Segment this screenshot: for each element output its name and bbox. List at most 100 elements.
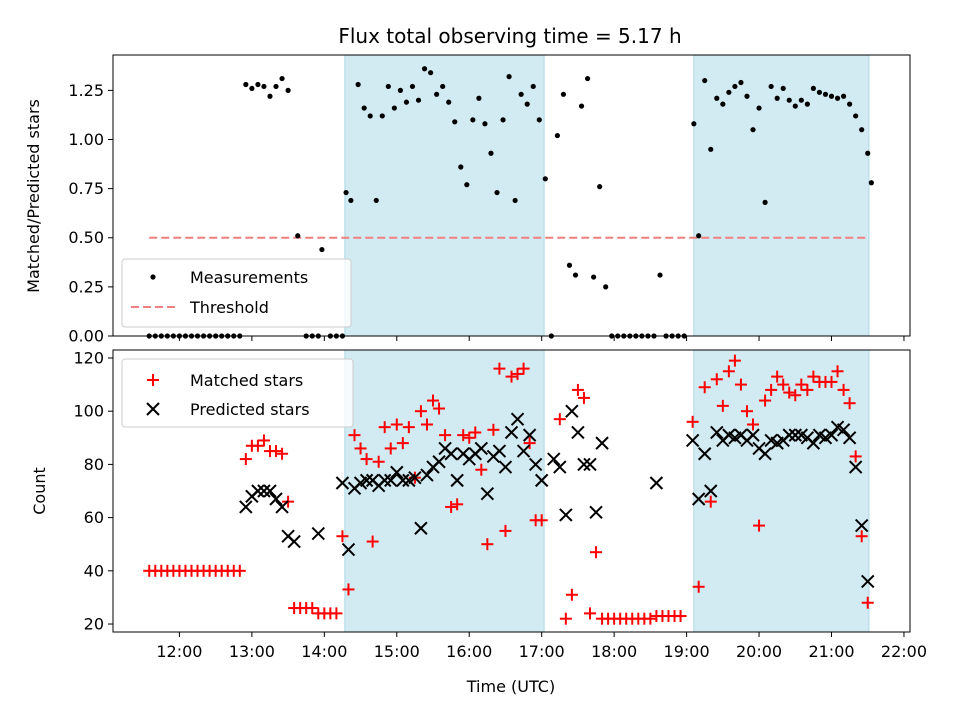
predicted-star-point — [408, 470, 422, 485]
matched-star-point — [644, 612, 657, 625]
matched-star-point — [384, 442, 397, 455]
measurement-point — [816, 89, 823, 95]
measurement-point — [488, 150, 494, 156]
measurement-point — [578, 103, 585, 109]
measurement-point — [868, 180, 874, 186]
predicted-star-point — [547, 452, 561, 466]
measurement-point — [853, 113, 859, 119]
predicted-star-point — [691, 492, 706, 506]
matched-star-point — [759, 394, 772, 407]
predicted-star-point — [854, 518, 869, 533]
top-plot-frame — [112, 54, 911, 337]
predicted-star-point — [698, 447, 712, 461]
matched-star-point — [445, 500, 458, 513]
matched-star-point — [451, 498, 464, 511]
matched-star-point — [427, 394, 440, 407]
predicted-star-point — [848, 460, 863, 474]
measurement-point — [696, 233, 702, 239]
matched-star-point — [795, 378, 808, 391]
matched-star-point — [420, 418, 433, 431]
measurement-point — [343, 189, 349, 196]
matched-star-point — [698, 381, 711, 394]
matched-star-point — [457, 429, 470, 442]
measurement-point — [273, 83, 279, 90]
matched-star-point — [747, 418, 760, 431]
matched-star-point — [517, 362, 530, 375]
matched-star-point — [481, 538, 494, 551]
top-y-axis-label: Matched/Predicted stars — [24, 99, 43, 293]
shaded-interval — [693, 349, 870, 633]
measurement-point — [536, 117, 542, 123]
matched-star-point — [807, 370, 820, 383]
top-y-tick-label: 0.00 — [68, 327, 104, 346]
measurement-point — [566, 262, 573, 268]
legend-matched-marker — [147, 374, 159, 386]
measurement-point — [768, 83, 774, 90]
predicted-star-point — [492, 444, 507, 458]
matched-star-point — [716, 399, 729, 412]
measurement-point — [744, 93, 750, 99]
predicted-star-point — [257, 484, 271, 498]
matched-star-point — [674, 610, 687, 623]
predicted-star-point — [710, 425, 724, 440]
bottom-y-tick-label: 20 — [84, 615, 104, 634]
bottom-x-tick-label: 14:00 — [301, 642, 347, 661]
measurement-point — [726, 89, 732, 95]
measurement-point — [361, 105, 367, 111]
matched-star-point — [342, 583, 355, 596]
matched-star-point — [753, 519, 766, 532]
bottom-x-tick-label: 18:00 — [591, 642, 637, 661]
matched-star-point — [330, 607, 343, 620]
matched-star-point — [372, 455, 385, 468]
predicted-star-point — [589, 505, 603, 519]
bottom-legend: Matched stars Predicted stars — [121, 358, 354, 428]
measurement-point — [524, 101, 530, 107]
top-y-tick-label: 1.00 — [68, 130, 104, 149]
matched-star-point — [734, 378, 747, 391]
bottom-x-ticks: 12:00 13:00 14:00 15:00 16:00 17:00 18:00 19:00… — [156, 632, 927, 661]
measurement-point — [500, 117, 506, 123]
matched-star-points — [143, 354, 874, 625]
predicted-star-point — [504, 425, 519, 440]
matched-star-point — [825, 375, 838, 388]
predicted-star-point — [287, 534, 301, 549]
measurement-point — [440, 83, 446, 90]
measurement-point — [738, 79, 744, 86]
measurement-point — [367, 113, 373, 119]
matched-star-point — [783, 386, 796, 399]
matched-star-point — [402, 421, 415, 434]
predicted-star-point — [341, 542, 356, 557]
measurement-point — [243, 81, 249, 88]
predicted-star-point — [842, 431, 857, 445]
predicted-star-point — [498, 460, 513, 474]
matched-star-point — [583, 607, 596, 620]
matched-star-point — [390, 418, 403, 431]
measurement-point — [702, 77, 708, 84]
matched-star-point — [360, 453, 373, 466]
bottom-x-tick-label: 20:00 — [736, 642, 782, 661]
predicted-star-point — [432, 455, 446, 469]
measurement-point — [295, 233, 301, 239]
measurement-point — [279, 75, 285, 82]
predicted-star-point — [758, 447, 772, 461]
matched-star-point — [475, 463, 488, 476]
predicted-star-point — [396, 473, 410, 488]
predicted-star-point — [746, 428, 760, 442]
measurement-point — [732, 83, 738, 90]
measurement-point — [397, 87, 404, 93]
measurement-point — [267, 93, 273, 99]
measurement-point — [452, 119, 458, 125]
measurement-point — [255, 81, 261, 88]
measurement-point — [391, 105, 397, 111]
matched-star-point — [463, 431, 476, 444]
bottom-x-tick-label: 22:00 — [881, 642, 927, 661]
bottom-x-tick-label: 13:00 — [229, 642, 275, 661]
matched-star-point — [348, 429, 361, 442]
matched-star-point — [487, 423, 500, 436]
bottom-legend-box — [121, 358, 354, 428]
matched-star-point — [728, 354, 741, 367]
bottom-x-tick-label: 21:00 — [808, 642, 854, 661]
predicted-star-point — [474, 441, 489, 456]
measurement-point — [476, 95, 482, 101]
predicted-star-point — [384, 473, 398, 488]
